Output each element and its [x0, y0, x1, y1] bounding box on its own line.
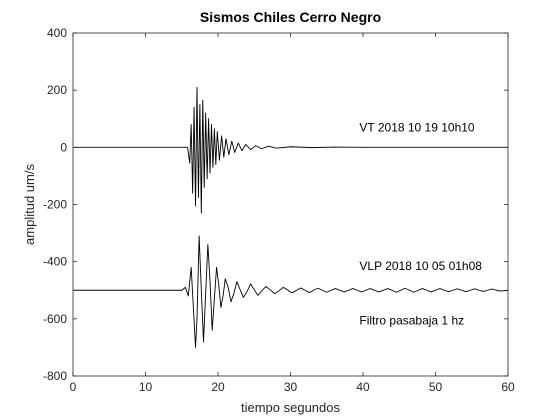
- y-tick-label: 0: [60, 140, 67, 154]
- traces: [73, 86, 509, 348]
- plot-frame: [72, 32, 509, 377]
- x-tick-label: 60: [501, 380, 515, 394]
- x-tick-label: 50: [429, 380, 443, 394]
- x-tick-label: 10: [139, 380, 153, 394]
- x-tick-label: 20: [211, 380, 225, 394]
- x-tick-label: 30: [284, 380, 298, 394]
- x-tick-label: 40: [356, 380, 370, 394]
- annotation-2: Filtro pasabaja 1 hz: [359, 314, 464, 328]
- y-tick-label: -400: [43, 255, 67, 269]
- series-line-0: [73, 86, 508, 214]
- y-tick-label: -800: [43, 369, 67, 383]
- y-axis-ticks: 400 200 0 -200 -400 -600 -800: [43, 26, 508, 383]
- y-tick-label: 200: [47, 83, 67, 97]
- plot-area: [73, 33, 508, 376]
- y-axis-label: amplitud um/s: [22, 164, 37, 245]
- series-line-1: [73, 235, 509, 348]
- x-tick-label: 0: [70, 380, 77, 394]
- annotation-1: VLP 2018 10 05 01h08: [359, 259, 482, 273]
- annotation-0: VT 2018 10 19 10h10: [359, 121, 475, 135]
- chart-title: Sismos Chiles Cerro Negro: [200, 9, 381, 25]
- x-axis-ticks: 0 10 20 30 40 50 60: [70, 33, 515, 394]
- y-tick-label: -200: [43, 198, 67, 212]
- y-tick-label: 400: [47, 26, 67, 40]
- y-tick-label: -600: [43, 312, 67, 326]
- x-axis-label: tiempo segundos: [241, 400, 341, 415]
- annotations: VT 2018 10 19 10h10 VLP 2018 10 05 01h08 F…: [359, 121, 482, 328]
